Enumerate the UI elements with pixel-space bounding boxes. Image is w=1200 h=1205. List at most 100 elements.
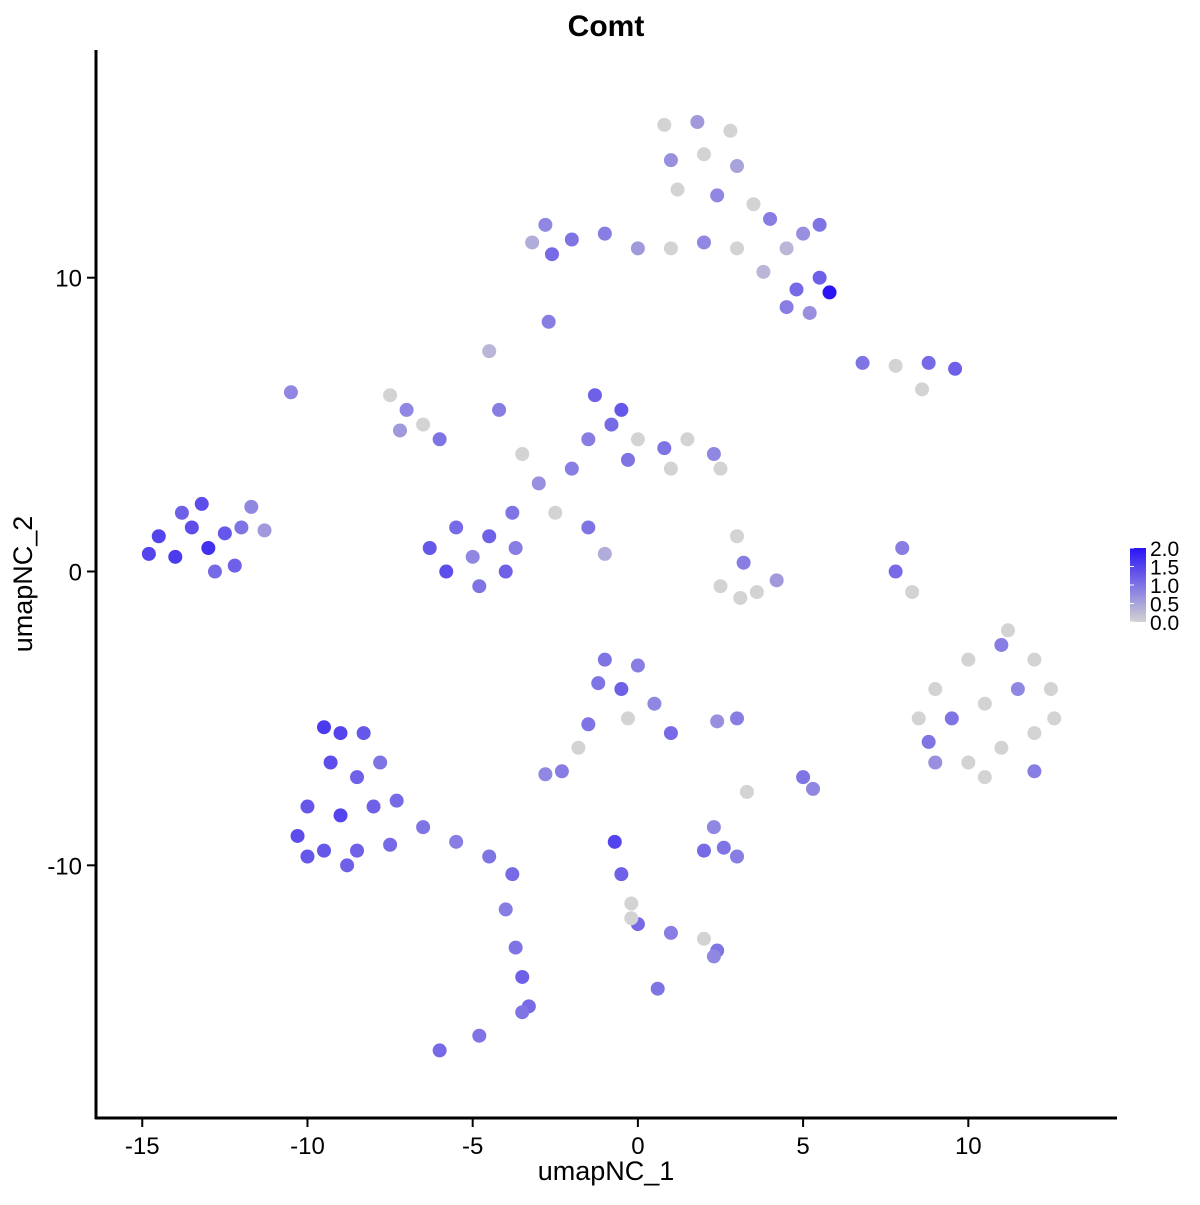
point [961, 755, 976, 770]
y-tick-label: 0 [69, 560, 82, 587]
point [647, 696, 662, 711]
point [769, 573, 784, 588]
point [571, 740, 586, 755]
point [680, 432, 695, 447]
point [333, 726, 348, 741]
point [581, 432, 596, 447]
point [630, 432, 645, 447]
point [670, 182, 685, 197]
point [905, 585, 920, 600]
point [716, 840, 731, 855]
point [383, 837, 398, 852]
point [316, 720, 331, 735]
point [977, 770, 992, 785]
point [921, 734, 936, 749]
point [422, 541, 437, 556]
point [822, 285, 837, 300]
point [663, 461, 678, 476]
point [439, 564, 454, 579]
x-tick-label: 10 [955, 1133, 982, 1160]
point [316, 843, 331, 858]
colorbar-label: 0.5 [1150, 594, 1179, 617]
point [663, 153, 678, 168]
point [544, 247, 559, 262]
point [710, 714, 725, 729]
point [1043, 682, 1058, 697]
point [1010, 682, 1025, 697]
point [624, 896, 639, 911]
point [730, 529, 745, 544]
point [706, 949, 721, 964]
point [614, 682, 629, 697]
point [630, 241, 645, 256]
point [323, 755, 338, 770]
chart-title: Comt [568, 10, 645, 43]
point [994, 637, 1009, 652]
point [449, 520, 464, 535]
point [472, 579, 487, 594]
point [350, 770, 365, 785]
point [696, 843, 711, 858]
point [498, 564, 513, 579]
point [779, 300, 794, 315]
point [217, 526, 232, 541]
point [597, 546, 612, 561]
colorbar-label: 2.0 [1150, 538, 1179, 561]
colorbar-label: 1.5 [1150, 557, 1179, 580]
point [366, 799, 381, 814]
point [505, 867, 520, 882]
point [482, 529, 497, 544]
point [796, 226, 811, 241]
point [855, 355, 870, 370]
point [525, 235, 540, 250]
point [581, 520, 596, 535]
point [383, 388, 398, 403]
point [141, 546, 156, 561]
point [151, 529, 166, 544]
point [340, 858, 355, 873]
point [389, 793, 404, 808]
point [690, 114, 705, 129]
point [538, 217, 553, 232]
point [538, 767, 553, 782]
point [1027, 726, 1042, 741]
point [541, 314, 556, 329]
point [300, 849, 315, 864]
point [449, 834, 464, 849]
point [888, 358, 903, 373]
point [515, 969, 530, 984]
point [736, 555, 751, 570]
point [796, 770, 811, 785]
point [482, 849, 497, 864]
colorbar-label: 1.0 [1150, 575, 1179, 598]
point [763, 211, 778, 226]
point [723, 123, 738, 138]
y-tick-label: 10 [55, 266, 82, 293]
point [802, 305, 817, 320]
point [630, 658, 645, 673]
point [657, 441, 672, 456]
y-axis-title: umapNC_2 [8, 516, 38, 653]
point [554, 764, 569, 779]
point [257, 523, 272, 538]
point [531, 476, 546, 491]
point [915, 382, 930, 397]
point [614, 867, 629, 882]
point [994, 740, 1009, 755]
point [482, 344, 497, 359]
point [733, 590, 748, 605]
x-tick-label: 0 [631, 1133, 644, 1160]
point [706, 820, 721, 835]
point [472, 1028, 487, 1043]
point [620, 452, 635, 467]
point [756, 264, 771, 279]
point [730, 849, 745, 864]
point [961, 652, 976, 667]
point [657, 117, 672, 132]
point [416, 820, 431, 835]
point [730, 241, 745, 256]
point [710, 188, 725, 203]
point [201, 541, 216, 556]
point [663, 925, 678, 940]
point [911, 711, 926, 726]
